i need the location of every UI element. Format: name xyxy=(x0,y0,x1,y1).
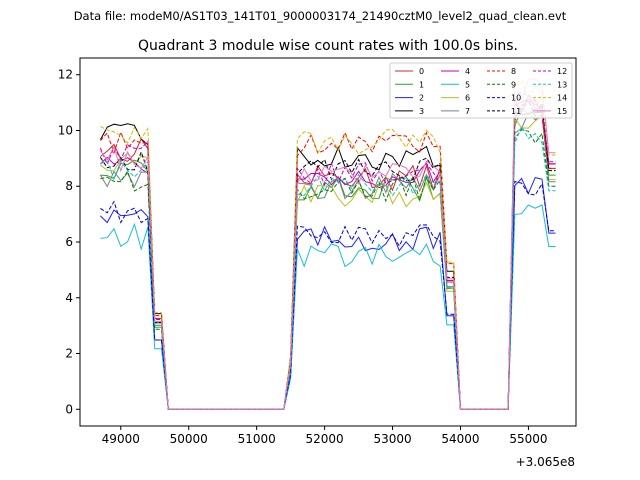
series-line-15 xyxy=(99,78,556,410)
legend-label: 11 xyxy=(511,107,521,116)
x-tick-label: 51000 xyxy=(238,432,276,446)
legend-box xyxy=(389,62,573,119)
x-tick-label: 54000 xyxy=(441,432,479,446)
legend-label: 8 xyxy=(511,67,516,76)
y-tick-label: 10 xyxy=(58,123,73,137)
x-tick-label: 50000 xyxy=(170,432,208,446)
legend-label: 13 xyxy=(557,80,567,89)
y-tick-label: 6 xyxy=(65,235,73,249)
plot-area xyxy=(80,58,576,426)
legend-label: 7 xyxy=(465,107,470,116)
legend-label: 15 xyxy=(557,107,567,116)
legend-label: 14 xyxy=(557,94,567,103)
y-tick-label: 8 xyxy=(65,179,73,193)
y-tick-label: 4 xyxy=(65,291,73,305)
series-layer xyxy=(99,78,556,410)
y-tick-label: 2 xyxy=(65,347,73,361)
chart-title: Quadrant 3 module wise count rates with … xyxy=(138,38,518,54)
chart-suptitle: Data file: modeM0/AS1T03_141T01_90000031… xyxy=(74,9,567,23)
legend-label: 1 xyxy=(419,80,424,89)
legend-label: 4 xyxy=(465,67,470,76)
x-tick-label: 55000 xyxy=(509,432,547,446)
y-tick-label: 12 xyxy=(58,68,73,82)
series-line-14 xyxy=(100,78,556,410)
x-tick-label: 52000 xyxy=(306,432,344,446)
x-tick-label: 53000 xyxy=(373,432,411,446)
legend-label: 3 xyxy=(419,107,424,116)
legend-label: 0 xyxy=(419,67,424,76)
legend-label: 12 xyxy=(557,67,567,76)
x-axis: 49000 50000 51000 52000 53000 54000 55000 xyxy=(102,426,548,446)
legend-label: 5 xyxy=(465,80,470,89)
x-tick-label: 49000 xyxy=(102,432,140,446)
legend-label: 9 xyxy=(511,80,516,89)
y-tick-label: 0 xyxy=(65,402,73,416)
x-offset-label: +3.065e8 xyxy=(516,455,575,469)
legend-label: 2 xyxy=(419,94,424,103)
y-axis: 0 2 4 6 8 10 12 xyxy=(58,68,80,416)
legend-label: 6 xyxy=(465,94,470,103)
legend-label: 10 xyxy=(511,94,521,103)
